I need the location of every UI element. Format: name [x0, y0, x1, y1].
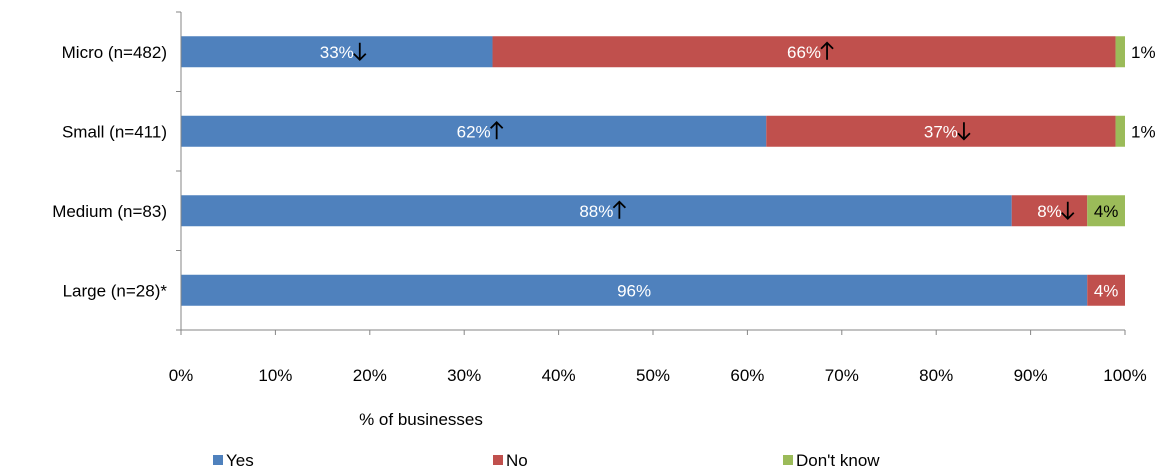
- x-tick-label-0: 0%: [169, 366, 194, 385]
- bar-micro-n-482-no: [492, 36, 1116, 68]
- legend-item-yes: Yes: [213, 451, 254, 470]
- data-label-text: 4%: [1094, 281, 1119, 300]
- data-label-text: 33%: [320, 43, 354, 62]
- bar-medium-n-83-no: [1011, 195, 1088, 227]
- legend-swatch: [493, 455, 503, 465]
- x-tick-label-30: 30%: [447, 366, 481, 385]
- data-label-text: 4%: [1094, 202, 1119, 221]
- data-label-small-n-411-don-t-know: 1%: [1131, 122, 1156, 141]
- x-tick-label-60: 60%: [730, 366, 764, 385]
- data-label-micro-n-482-no: 66%: [787, 41, 834, 62]
- data-label-medium-n-83-don-t-know: 4%: [1094, 202, 1119, 221]
- legend-label: No: [506, 451, 528, 470]
- bars-layer: [181, 36, 1125, 306]
- legend-label: Don't know: [796, 451, 880, 470]
- data-label-text: 96%: [617, 281, 651, 300]
- legend-swatch: [783, 455, 793, 465]
- data-label-text: 1%: [1131, 43, 1156, 62]
- data-label-text: 8%: [1037, 202, 1062, 221]
- category-labels-layer: Micro (n=482) Small (n=411) Medium (n=83) L…: [52, 43, 167, 301]
- bar-micro-n-482-don-t-know: [1115, 36, 1125, 68]
- category-label-large-n-28: Large (n=28)*: [63, 281, 168, 300]
- x-tick-label-100: 100%: [1103, 366, 1146, 385]
- axes-layer: [176, 11, 1126, 335]
- arrow-down-icon: [957, 122, 971, 141]
- data-labels-layer: 33% 66% 1% 62% 37% 1% 88% 8% 4% 96% 4%: [320, 41, 1156, 300]
- data-label-small-n-411-no: 37%: [924, 122, 971, 141]
- data-label-medium-n-83-no: 8%: [1037, 201, 1075, 221]
- bar-large-n-28-no: [1087, 274, 1125, 306]
- data-label-large-n-28-yes: 96%: [617, 281, 651, 300]
- data-label-micro-n-482-don-t-know: 1%: [1131, 43, 1156, 62]
- category-label-small-n-411: Small (n=411): [62, 122, 167, 141]
- arrow-up-icon: [612, 200, 627, 219]
- x-tick-label-70: 70%: [825, 366, 859, 385]
- legend: Yes No Don't know: [213, 451, 880, 470]
- category-label-medium-n-83: Medium (n=83): [52, 202, 167, 221]
- x-tick-label-50: 50%: [636, 366, 670, 385]
- legend-item-don-t-know: Don't know: [783, 451, 880, 470]
- bar-small-n-411-yes: [181, 115, 767, 147]
- data-label-text: 88%: [579, 202, 613, 221]
- data-label-small-n-411-yes: 62%: [457, 120, 504, 141]
- x-tick-labels-layer: 0% 10% 20% 30% 40% 50% 60% 70% 80% 90% 100%: [169, 366, 1147, 385]
- data-label-text: 66%: [787, 43, 821, 62]
- x-axis-title: % of businesses: [359, 410, 483, 429]
- bar-micro-n-482-yes: [181, 36, 493, 68]
- bar-small-n-411-don-t-know: [1115, 115, 1125, 147]
- bar-medium-n-83-yes: [181, 195, 1012, 227]
- data-label-large-n-28-no: 4%: [1094, 281, 1119, 300]
- bar-large-n-28-yes: [181, 274, 1088, 306]
- x-tick-label-80: 80%: [919, 366, 953, 385]
- data-label-text: 62%: [457, 122, 491, 141]
- data-label-medium-n-83-yes: 88%: [579, 200, 627, 221]
- arrow-up-icon: [820, 41, 834, 60]
- legend-item-no: No: [493, 451, 528, 470]
- arrow-up-icon: [490, 120, 504, 140]
- category-label-micro-n-482: Micro (n=482): [62, 43, 167, 62]
- bar-small-n-411-no: [766, 115, 1116, 147]
- legend-label: Yes: [226, 451, 254, 470]
- x-tick-label-40: 40%: [542, 366, 576, 385]
- bar-medium-n-83-don-t-know: [1087, 195, 1125, 227]
- x-tick-label-90: 90%: [1014, 366, 1048, 385]
- legend-swatch: [213, 455, 223, 465]
- data-label-text: 1%: [1131, 122, 1156, 141]
- arrow-down-icon: [1061, 201, 1075, 221]
- x-tick-label-10: 10%: [258, 366, 292, 385]
- data-label-micro-n-482-yes: 33%: [320, 42, 367, 62]
- x-tick-label-20: 20%: [353, 366, 387, 385]
- data-label-text: 37%: [924, 122, 958, 141]
- arrow-down-icon: [353, 42, 367, 62]
